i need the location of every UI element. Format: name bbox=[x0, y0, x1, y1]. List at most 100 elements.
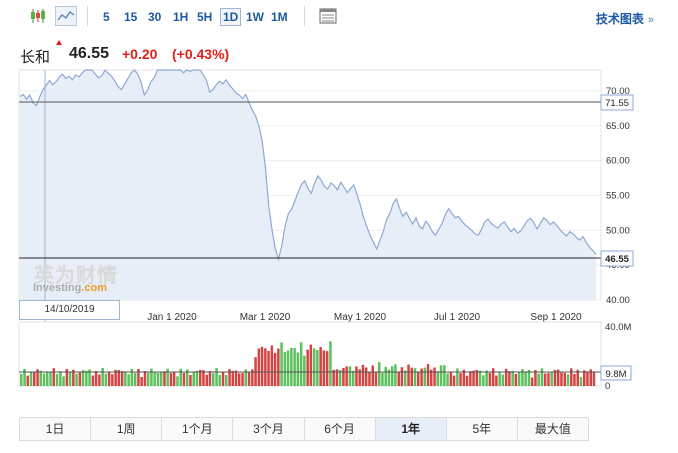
volume-bar bbox=[104, 373, 108, 386]
volume-bar bbox=[46, 371, 49, 386]
range-1d[interactable]: 1日 bbox=[20, 418, 92, 440]
interval-30[interactable]: 30 bbox=[148, 10, 162, 24]
volume-bar bbox=[195, 370, 199, 386]
toolbar: 5 15 30 1H 5H 1D 1W 1M 技术图表» bbox=[0, 0, 678, 34]
volume-bar bbox=[430, 369, 433, 386]
volume-bar bbox=[475, 370, 479, 386]
volume-bar bbox=[221, 371, 225, 386]
volume-bar bbox=[563, 372, 566, 386]
interval-5[interactable]: 5 bbox=[103, 10, 110, 24]
table-view-icon[interactable] bbox=[317, 6, 339, 26]
volume-bar bbox=[299, 342, 303, 386]
volume-bar bbox=[39, 370, 42, 386]
volume-cursor-label: 9.8M bbox=[605, 369, 626, 380]
volume-bar bbox=[280, 342, 283, 386]
volume-bar bbox=[374, 372, 378, 386]
x-tick-label: Jul 1 2020 bbox=[434, 312, 481, 323]
volume-bar bbox=[309, 344, 313, 386]
volume-bar bbox=[570, 368, 573, 386]
volume-bar bbox=[498, 372, 501, 386]
volume-bar bbox=[234, 370, 238, 386]
volume-bar bbox=[550, 372, 553, 386]
volume-bar bbox=[72, 369, 75, 386]
volume-bar bbox=[325, 351, 329, 386]
y-tick-label: 60.00 bbox=[606, 156, 630, 167]
interval-1d[interactable]: 1D bbox=[220, 8, 242, 26]
price-change: +0.20 bbox=[122, 46, 158, 62]
volume-bar bbox=[488, 372, 492, 386]
cursor-value-label: 71.55 bbox=[605, 98, 629, 109]
y-tick-label: 65.00 bbox=[606, 121, 630, 132]
range-1m[interactable]: 1个月 bbox=[162, 418, 234, 440]
volume-bar bbox=[55, 374, 59, 386]
range-5y[interactable]: 5年 bbox=[447, 418, 518, 440]
last-price: 46.55 bbox=[69, 45, 110, 62]
volume-bar bbox=[384, 367, 387, 386]
volume-bar bbox=[543, 373, 547, 386]
volume-bar bbox=[296, 352, 300, 386]
volume-bar bbox=[560, 372, 563, 386]
volume-bar bbox=[322, 350, 326, 386]
area-chart-icon[interactable] bbox=[55, 6, 77, 26]
volume-bar bbox=[511, 370, 514, 386]
volume-bar bbox=[413, 368, 417, 386]
interval-15[interactable]: 15 bbox=[124, 10, 138, 24]
volume-bar bbox=[26, 375, 29, 386]
volume-bar bbox=[293, 348, 296, 386]
volume-bar bbox=[52, 368, 55, 386]
range-max[interactable]: 最大值 bbox=[534, 422, 571, 436]
volume-bar bbox=[446, 373, 449, 386]
volume-bar bbox=[140, 377, 143, 386]
volume-bar bbox=[540, 368, 544, 386]
volume-bar bbox=[101, 368, 104, 386]
volume-bar bbox=[78, 372, 82, 386]
range-1w[interactable]: 1周 bbox=[91, 418, 163, 440]
interval-1w[interactable]: 1W bbox=[246, 10, 264, 24]
price-area bbox=[20, 70, 596, 300]
volume-bar bbox=[452, 375, 456, 386]
x-tick-label: Mar 1 2020 bbox=[240, 312, 291, 323]
volume-bar bbox=[404, 370, 407, 386]
interval-1h[interactable]: 1H bbox=[173, 10, 189, 24]
volume-bar bbox=[361, 364, 365, 386]
volume-bar bbox=[98, 374, 101, 386]
interval-1m[interactable]: 1M bbox=[271, 10, 288, 24]
watermark-logo-en: Investing.com bbox=[33, 282, 107, 294]
volume-bar bbox=[530, 377, 534, 386]
volume-bar bbox=[208, 371, 212, 386]
watermark-logo: 英为财情 bbox=[34, 265, 118, 287]
candlestick-icon[interactable] bbox=[27, 6, 49, 26]
volume-bar bbox=[303, 355, 306, 386]
range-3m[interactable]: 3个月 bbox=[233, 418, 305, 440]
volume-bar bbox=[420, 368, 423, 386]
volume-bar bbox=[407, 364, 410, 386]
volume-bar bbox=[566, 374, 570, 386]
volume-bar bbox=[199, 369, 202, 386]
volume-bar bbox=[29, 371, 33, 386]
technical-chart-link[interactable]: 技术图表» bbox=[596, 10, 654, 27]
volume-bar bbox=[592, 371, 596, 386]
x-tick-label: Sep 1 2020 bbox=[530, 312, 582, 323]
volume-bar bbox=[94, 371, 98, 386]
volume-bar bbox=[81, 370, 85, 386]
price-change-percent: (+0.43%) bbox=[172, 46, 230, 62]
cursor-value-box bbox=[600, 94, 634, 111]
volume-bar bbox=[62, 376, 65, 386]
y-tick-label: 50.00 bbox=[606, 225, 630, 236]
volume-bar bbox=[495, 375, 498, 386]
range-1y[interactable]: 1年 bbox=[375, 418, 447, 440]
volume-bar bbox=[137, 369, 140, 386]
volume-bar bbox=[111, 374, 114, 386]
volume-bar bbox=[169, 373, 173, 386]
volume-bar bbox=[491, 368, 495, 386]
interval-5h[interactable]: 5H bbox=[197, 10, 213, 24]
volume-bar bbox=[417, 371, 420, 386]
volume-bar bbox=[465, 375, 469, 386]
volume-bar bbox=[472, 370, 475, 386]
watermark-en-suffix: .com bbox=[81, 282, 107, 294]
range-6m[interactable]: 6个月 bbox=[305, 418, 376, 440]
volume-bar bbox=[68, 371, 72, 386]
up-arrow-icon bbox=[56, 40, 62, 45]
last-price-box bbox=[600, 250, 634, 267]
